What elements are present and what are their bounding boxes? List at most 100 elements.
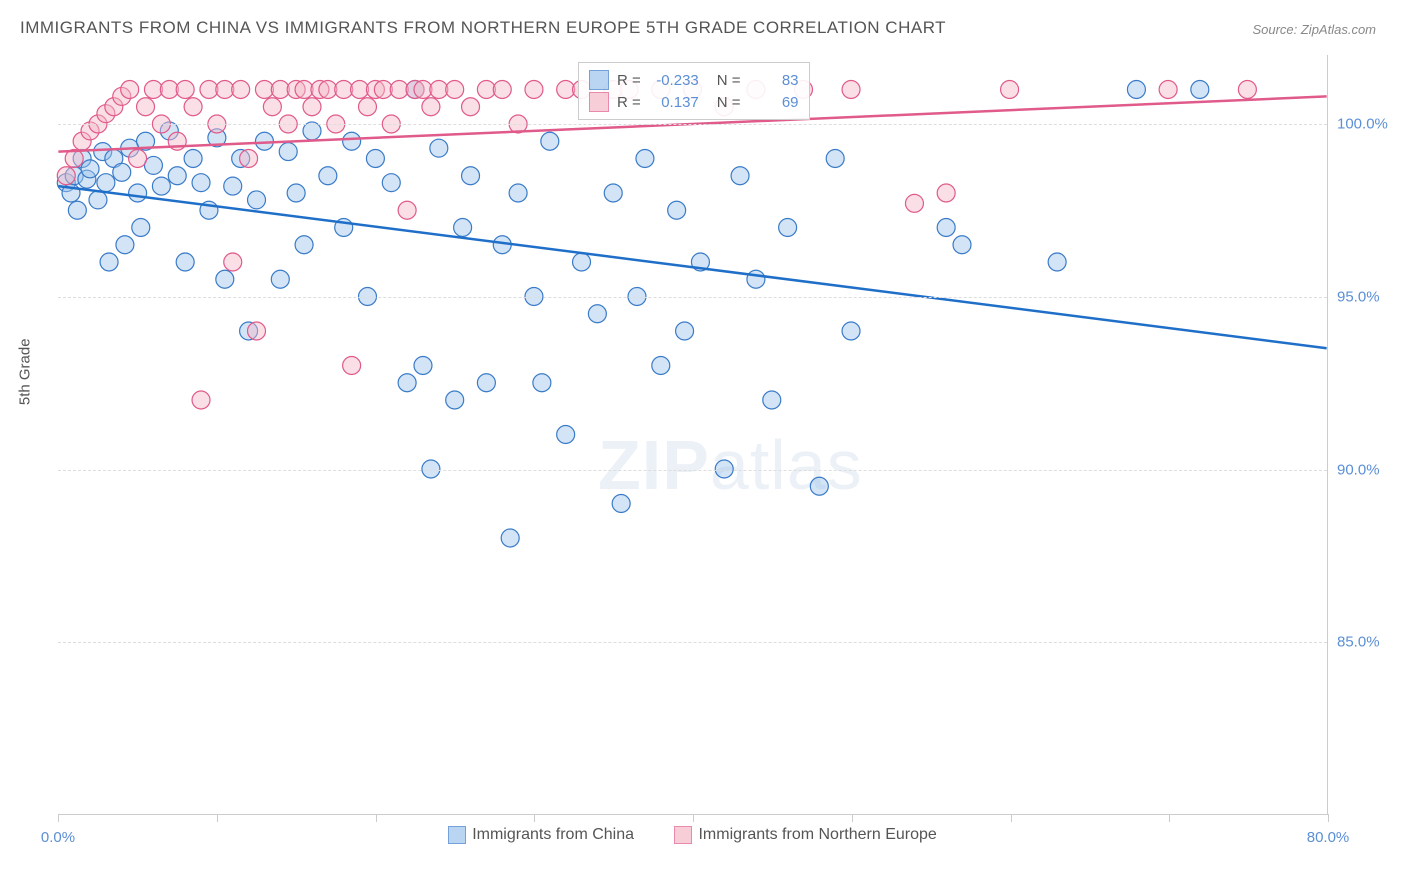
data-point: [152, 177, 170, 195]
data-point: [319, 167, 337, 185]
data-point: [731, 167, 749, 185]
x-tick: [376, 814, 377, 822]
chart-plot-area: ZIPatlas R = -0.233 N = 83 R = 0.137 N =…: [58, 55, 1328, 815]
data-point: [382, 174, 400, 192]
bottom-legend-label: Immigrants from Northern Europe: [698, 826, 936, 844]
data-point: [216, 270, 234, 288]
grid-line: [58, 124, 1327, 125]
data-point: [1159, 81, 1177, 99]
data-point: [343, 357, 361, 375]
data-point: [97, 174, 115, 192]
data-point: [232, 81, 250, 99]
bottom-legend-item-neurope: Immigrants from Northern Europe: [674, 826, 936, 844]
data-point: [343, 132, 361, 150]
n-label: N =: [717, 72, 741, 89]
x-tick: [1011, 814, 1012, 822]
r-label: R =: [617, 94, 641, 111]
data-point: [1048, 253, 1066, 271]
data-point: [454, 219, 472, 237]
data-point: [842, 81, 860, 99]
data-point: [184, 150, 202, 168]
data-point: [263, 98, 281, 116]
data-point: [509, 184, 527, 202]
data-point: [937, 184, 955, 202]
grid-line: [58, 297, 1327, 298]
data-point: [810, 477, 828, 495]
data-point: [240, 150, 258, 168]
data-point: [533, 374, 551, 392]
bottom-legend-item-china: Immigrants from China: [448, 826, 634, 844]
source-attribution: Source: ZipAtlas.com: [1252, 22, 1376, 37]
grid-line: [58, 470, 1327, 471]
data-point: [414, 357, 432, 375]
data-point: [636, 150, 654, 168]
data-point: [779, 219, 797, 237]
x-tick-label: 80.0%: [1307, 829, 1350, 846]
data-point: [747, 270, 765, 288]
data-point: [422, 98, 440, 116]
x-tick: [1328, 814, 1329, 822]
legend-swatch-china: [589, 70, 609, 90]
data-point: [430, 139, 448, 157]
r-label: R =: [617, 72, 641, 89]
bottom-legend: Immigrants from China Immigrants from No…: [58, 826, 1327, 849]
n-label: N =: [717, 94, 741, 111]
x-tick: [217, 814, 218, 822]
data-point: [462, 98, 480, 116]
data-point: [573, 253, 591, 271]
chart-title: IMMIGRANTS FROM CHINA VS IMMIGRANTS FROM…: [20, 18, 946, 38]
data-point: [1127, 81, 1145, 99]
y-tick-label: 85.0%: [1337, 634, 1397, 651]
data-point: [1238, 81, 1256, 99]
n-value-neurope: 69: [749, 94, 799, 111]
data-point: [168, 167, 186, 185]
data-point: [121, 81, 139, 99]
y-axis-title: 5th Grade: [17, 338, 34, 405]
data-point: [224, 253, 242, 271]
data-point: [557, 426, 575, 444]
data-point: [842, 322, 860, 340]
data-point: [176, 81, 194, 99]
data-point: [279, 143, 297, 161]
data-point: [763, 391, 781, 409]
data-point: [652, 357, 670, 375]
data-point: [612, 495, 630, 513]
scatter-plot-svg: [58, 55, 1327, 814]
data-point: [1191, 81, 1209, 99]
y-tick-label: 95.0%: [1337, 288, 1397, 305]
data-point: [676, 322, 694, 340]
legend-swatch-neurope: [589, 92, 609, 112]
bottom-legend-label: Immigrants from China: [472, 826, 634, 844]
data-point: [132, 219, 150, 237]
data-point: [953, 236, 971, 254]
x-tick-label: 0.0%: [41, 829, 75, 846]
data-point: [57, 167, 75, 185]
legend-swatch-icon: [448, 826, 466, 844]
data-point: [826, 150, 844, 168]
legend-row-china: R = -0.233 N = 83: [589, 69, 799, 91]
y-tick-label: 90.0%: [1337, 461, 1397, 478]
data-point: [501, 529, 519, 547]
data-point: [295, 236, 313, 254]
n-value-china: 83: [749, 72, 799, 89]
data-point: [493, 81, 511, 99]
data-point: [192, 391, 210, 409]
data-point: [905, 194, 923, 212]
x-tick: [534, 814, 535, 822]
data-point: [287, 184, 305, 202]
data-point: [366, 150, 384, 168]
data-point: [398, 374, 416, 392]
x-tick: [693, 814, 694, 822]
data-point: [248, 191, 266, 209]
x-tick: [1169, 814, 1170, 822]
legend-swatch-icon: [674, 826, 692, 844]
data-point: [604, 184, 622, 202]
data-point: [184, 98, 202, 116]
data-point: [477, 374, 495, 392]
data-point: [129, 150, 147, 168]
data-point: [192, 174, 210, 192]
legend-row-neurope: R = 0.137 N = 69: [589, 91, 799, 113]
data-point: [176, 253, 194, 271]
data-point: [100, 253, 118, 271]
data-point: [588, 305, 606, 323]
